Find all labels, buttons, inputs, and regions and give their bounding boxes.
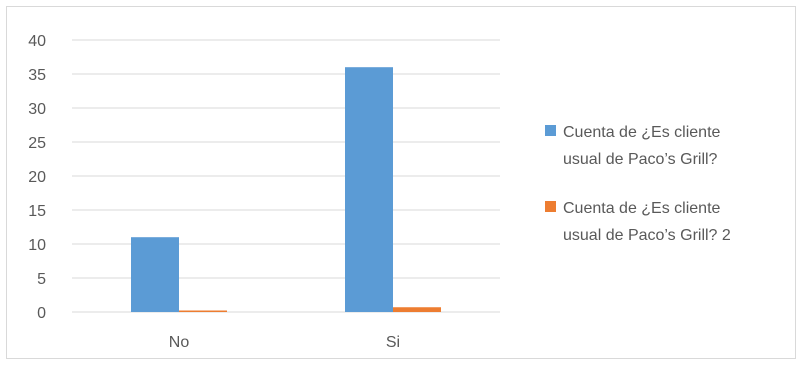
bars [131, 67, 441, 312]
y-tick-label: 5 [37, 271, 46, 288]
y-tick-label: 25 [28, 135, 46, 152]
y-tick-label: 35 [28, 67, 46, 84]
x-axis: No Si [169, 334, 400, 351]
bar-si-series-2 [393, 307, 441, 312]
legend-swatch [545, 125, 556, 136]
y-tick-label: 40 [28, 33, 46, 50]
y-tick-label: 30 [28, 101, 46, 118]
bar-no-series-2 [179, 310, 227, 312]
x-tick-label: Si [386, 334, 400, 351]
legend-label: Cuenta de ¿Es cliente usual de Paco’s Gri… [563, 124, 721, 168]
legend: Cuenta de ¿Es cliente usual de Paco’s Gri… [545, 124, 731, 244]
y-tick-label: 15 [28, 203, 46, 220]
y-tick-label: 0 [37, 305, 46, 322]
x-tick-label: No [169, 334, 190, 351]
y-axis: 0 5 10 15 20 25 30 35 40 [28, 33, 46, 322]
y-tick-label: 20 [28, 169, 46, 186]
legend-swatch [545, 201, 556, 212]
legend-label: Cuenta de ¿Es cliente usual de Paco’s Gri… [563, 200, 731, 244]
y-tick-label: 10 [28, 237, 46, 254]
bar-si-series-1 [345, 67, 393, 312]
bar-no-series-1 [131, 237, 179, 312]
